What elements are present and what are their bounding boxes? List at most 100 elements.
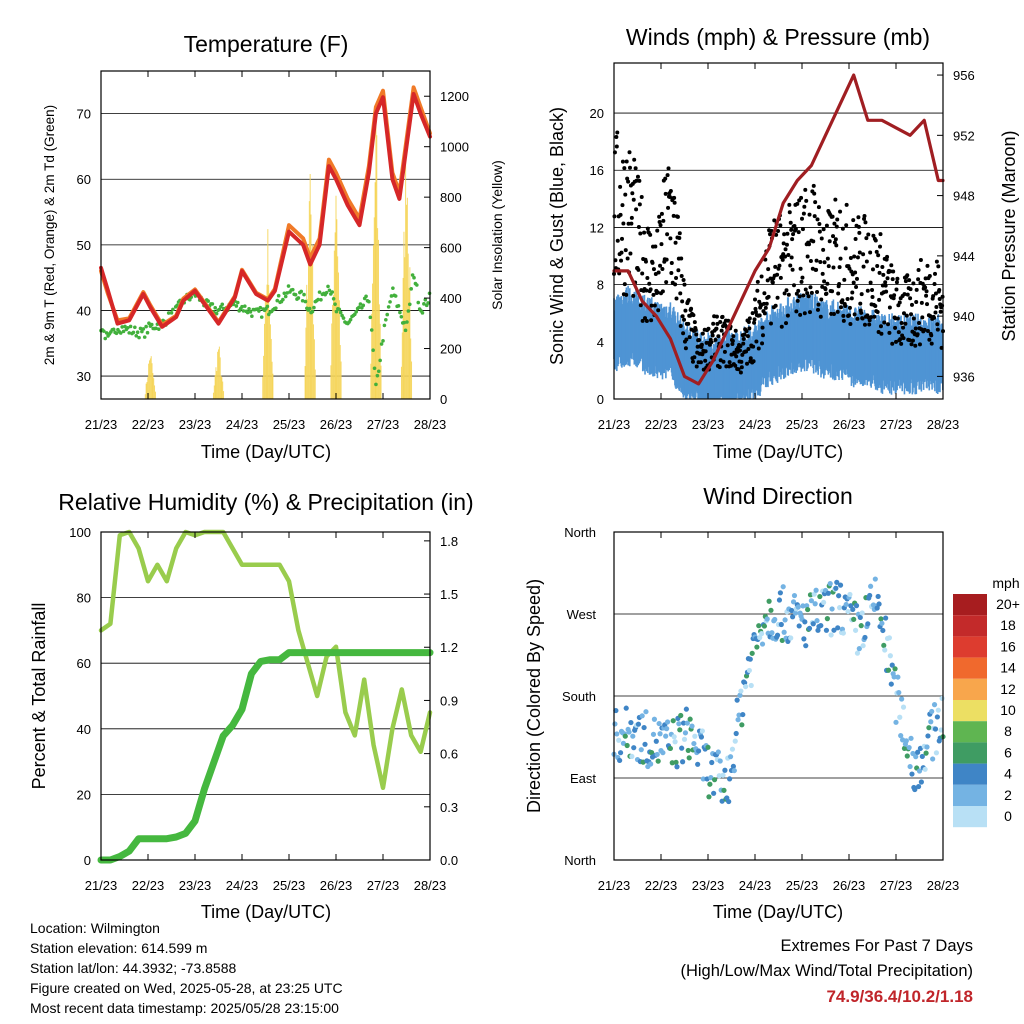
gust-point (794, 309, 799, 314)
gust-point (669, 270, 674, 275)
gust-point (877, 297, 882, 302)
dewpoint-point (317, 290, 322, 294)
dewpoint-point (406, 309, 411, 313)
gust-point (645, 275, 650, 280)
temperature-ytick-label: 30 (77, 369, 91, 384)
dewpoint-point (120, 325, 124, 329)
gust-point (799, 195, 804, 200)
direction-point (761, 623, 768, 629)
temperature-ytick-label: 50 (77, 238, 91, 253)
gust-point (650, 260, 655, 265)
extremes-values: 74.9/36.4/10.2/1.18 (826, 987, 973, 1006)
dewpoint-point (316, 297, 320, 302)
direction-point (935, 707, 941, 713)
gust-point (651, 267, 656, 272)
humidity-xtick-label: 24/23 (226, 878, 259, 893)
dewpoint-point (372, 366, 377, 371)
dewpoint-point (111, 327, 116, 332)
dewpoint-point (415, 283, 419, 287)
dewpoint-point (290, 287, 295, 292)
gust-point (672, 200, 677, 205)
direction-point (888, 681, 894, 687)
gust-point (760, 341, 765, 346)
gust-point (681, 277, 686, 282)
gust-point (801, 211, 806, 216)
gust-point (933, 310, 938, 315)
gust-point (762, 311, 767, 316)
wind-direction-xtick-label: 28/23 (927, 878, 960, 893)
gust-point (851, 218, 856, 223)
gust-point (668, 236, 673, 241)
gust-point (676, 268, 681, 273)
sonic-wind-series (613, 285, 944, 399)
gust-point (677, 236, 682, 241)
gust-point (814, 267, 819, 272)
wind-direction-ylabel: Direction (Colored By Speed) (524, 579, 544, 813)
dewpoint-point (138, 326, 143, 331)
gust-point (789, 255, 794, 260)
direction-point (851, 616, 857, 622)
gust-point (829, 311, 834, 316)
direction-point (616, 737, 622, 743)
direction-point (695, 761, 701, 767)
dewpoint-point (214, 311, 219, 316)
humidity-ytick-label: 100 (69, 525, 91, 540)
direction-point (726, 798, 732, 805)
gust-point (875, 309, 880, 314)
precip-ytick-label: 0.0 (440, 853, 458, 868)
gust-point (770, 280, 775, 285)
gust-point (913, 343, 918, 348)
gust-point (751, 359, 756, 364)
gust-point (834, 224, 839, 229)
gust-point (638, 231, 643, 236)
humidity-xtick-label: 28/23 (414, 878, 447, 893)
gust-point (622, 166, 627, 171)
winds-xtick-label: 22/23 (645, 417, 678, 432)
gust-point (858, 301, 863, 306)
gust-point (914, 299, 919, 304)
gust-point (907, 278, 912, 283)
gust-point (621, 221, 626, 226)
gust-point (917, 320, 922, 325)
direction-point (891, 674, 897, 680)
direction-point (930, 756, 936, 762)
gust-point (864, 236, 869, 241)
direction-point (683, 706, 689, 712)
pressure-ytick-label: 940 (953, 309, 975, 324)
gust-point (629, 215, 634, 220)
direction-point (777, 590, 783, 596)
dewpoint-point (220, 302, 225, 307)
direction-point (685, 747, 691, 754)
direction-point (867, 592, 873, 599)
gust-point (862, 213, 867, 218)
gust-point (806, 294, 811, 299)
gust-point (880, 283, 885, 288)
direction-point (700, 776, 706, 782)
gust-point (917, 342, 922, 347)
direction-point (897, 714, 903, 720)
direction-point (678, 712, 684, 719)
gust-point (833, 197, 838, 202)
direction-point (904, 753, 910, 759)
gust-point (698, 360, 703, 365)
direction-point (740, 711, 746, 718)
dewpoint-point (127, 331, 131, 335)
gust-point (863, 220, 868, 225)
gust-point (752, 320, 757, 325)
gust-point (773, 303, 778, 308)
gust-point (663, 176, 668, 181)
gust-point (762, 291, 767, 296)
direction-point (852, 627, 859, 633)
direction-point (717, 758, 723, 764)
direction-point (654, 751, 660, 758)
gust-point (924, 293, 929, 298)
dewpoint-point (265, 304, 270, 309)
direction-point (774, 632, 781, 638)
gust-point (853, 236, 858, 241)
gust-point (879, 331, 884, 336)
gust-point (729, 352, 734, 357)
gust-point (672, 195, 677, 200)
extremes-subtitle: (High/Low/Max Wind/Total Precipitation) (680, 962, 973, 980)
gust-point (673, 240, 678, 245)
gust-point (819, 236, 824, 241)
